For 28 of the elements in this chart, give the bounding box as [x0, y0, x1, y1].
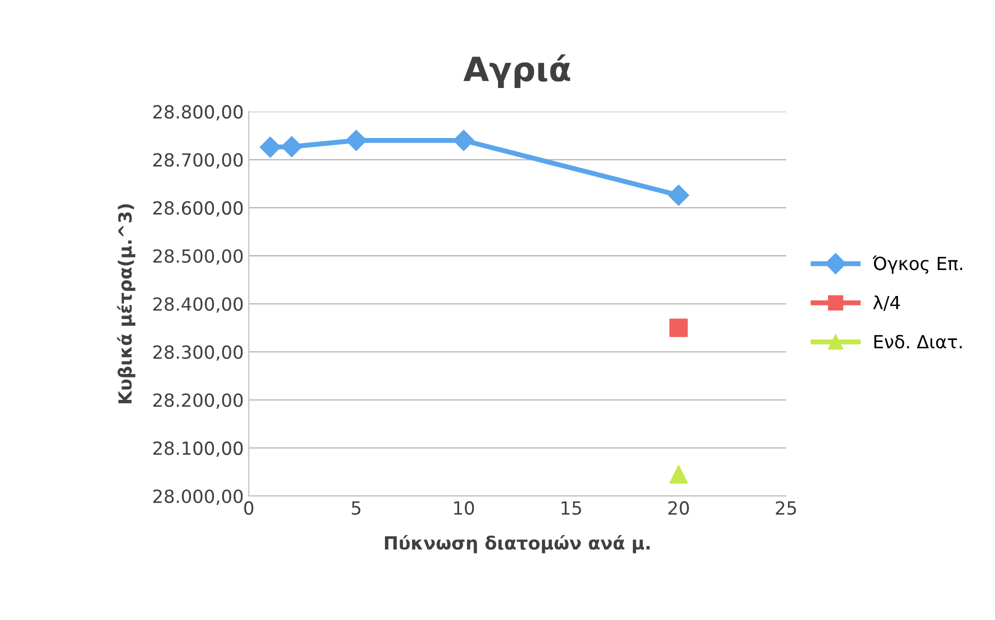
y-tick-label: 28.300,00 [153, 345, 243, 361]
point [281, 136, 302, 158]
y-tick-label: 28.400,00 [153, 297, 243, 313]
x-tick-label: 25 [776, 501, 796, 515]
y-tick-label: 28.700,00 [153, 153, 243, 169]
chart-title: Αγριά [463, 54, 570, 88]
y-axis-title: Κυβικά μέτρα(μ.^3) [117, 204, 136, 404]
y-tick-label: 28.100,00 [153, 441, 243, 457]
y-tick-label: 28.500,00 [153, 249, 243, 265]
point [669, 318, 688, 338]
y-tick-label: 28.600,00 [153, 201, 243, 217]
point [346, 130, 367, 151]
x-tick-label: 15 [562, 501, 582, 515]
point [260, 136, 281, 158]
y-tick-label: 28.800,00 [153, 105, 243, 121]
point [668, 184, 690, 206]
legend-label: Όγκος Επ. [872, 256, 962, 274]
point [453, 130, 474, 151]
legend-label: λ/4 [873, 295, 900, 311]
x-axis-title: Πύκνωση διατομών ανά μ. [384, 535, 650, 554]
x-tick-label: 10 [454, 501, 474, 515]
point [669, 465, 688, 484]
x-tick-label: 20 [668, 501, 689, 515]
legend-label: Ενδ. Διατ. [874, 334, 962, 349]
y-tick-label: 28.200,00 [153, 393, 243, 409]
x-tick-label: 0 [244, 501, 254, 515]
y-tick-label: 28.000,00 [153, 489, 243, 505]
x-tick-label: 5 [352, 501, 360, 515]
